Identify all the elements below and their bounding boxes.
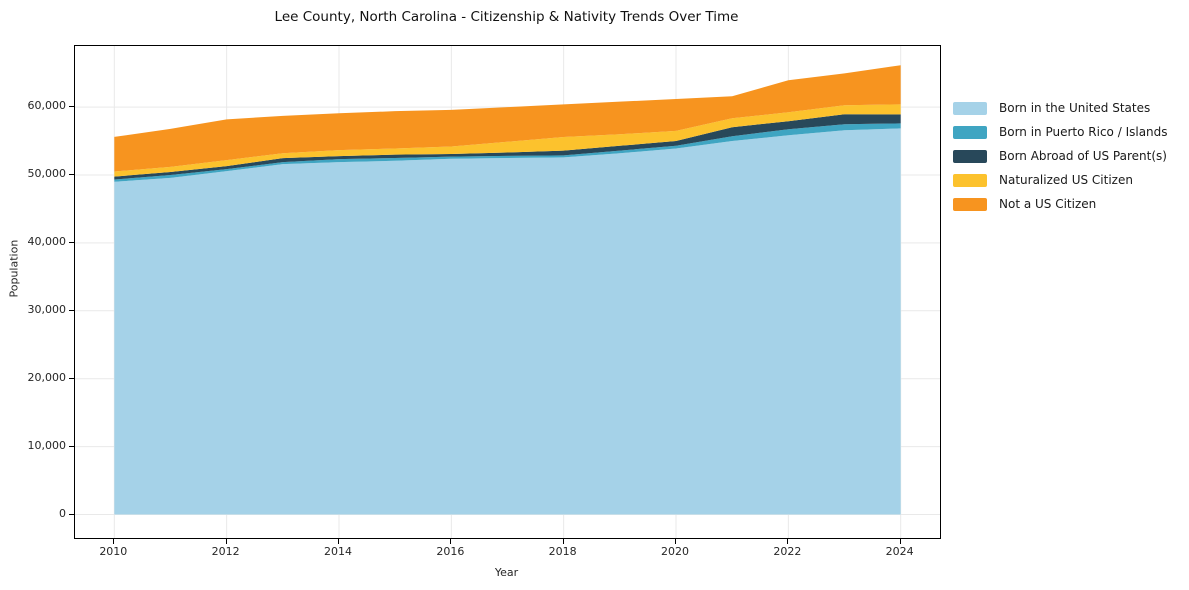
y-tick-mark [69, 309, 74, 311]
x-tick-mark [113, 539, 115, 544]
y-tick-label: 40,000 [27, 234, 67, 248]
x-tick-label: 2012 [211, 545, 240, 558]
y-tick-mark [69, 445, 74, 447]
x-tick-label: 2014 [323, 545, 352, 558]
x-tick-mark [899, 539, 901, 544]
x-tick-label: 2024 [885, 545, 914, 558]
legend-item: Born Abroad of US Parent(s) [953, 150, 1168, 163]
y-axis-title: Population [7, 239, 21, 298]
x-tick-mark [787, 539, 789, 544]
area-series [114, 123, 901, 182]
legend-label: Born in Puerto Rico / Islands [999, 125, 1168, 139]
area-series [114, 65, 901, 172]
y-tick-label: 60,000 [27, 99, 67, 113]
x-tick-label: 2022 [773, 545, 802, 558]
legend-item: Born in the United States [953, 102, 1168, 115]
area-series [114, 104, 901, 177]
x-tick-label: 2016 [436, 545, 465, 558]
legend-label: Born in the United States [999, 101, 1151, 115]
y-tick-label: 30,000 [27, 302, 67, 316]
x-tick-mark [675, 539, 676, 544]
chart-title: Lee County, North Carolina - Citizenship… [274, 9, 739, 25]
x-tick-mark [450, 539, 452, 544]
y-tick-mark [69, 174, 74, 175]
legend-label: Naturalized US Citizen [999, 173, 1133, 187]
legend-label: Born Abroad of US Parent(s) [999, 149, 1167, 163]
area-series [114, 128, 901, 515]
plot-area [74, 45, 941, 539]
x-tick-mark [562, 539, 564, 544]
legend-item: Not a US Citizen [953, 198, 1168, 211]
x-tick-mark [337, 539, 339, 544]
x-tick-mark [225, 539, 227, 544]
y-tick-label: 0 [59, 506, 66, 520]
legend-swatch [953, 174, 987, 187]
y-tick-label: 50,000 [27, 167, 67, 180]
y-tick-label: 10,000 [27, 438, 67, 452]
stacked-area-svg [75, 46, 940, 538]
x-tick-label: 2020 [661, 545, 689, 558]
y-tick-mark [69, 513, 74, 515]
x-tick-label: 2010 [99, 545, 128, 558]
y-tick-mark [69, 377, 74, 379]
y-tick-label: 20,000 [27, 370, 67, 384]
legend-swatch [953, 150, 987, 163]
legend-swatch [953, 126, 987, 139]
y-tick-mark [69, 241, 74, 243]
area-series [114, 114, 901, 180]
x-tick-label: 2018 [548, 545, 577, 558]
y-tick-mark [69, 106, 74, 108]
legend-item: Naturalized US Citizen [953, 174, 1168, 187]
legend-swatch [953, 198, 987, 211]
legend: Born in the United States Born in Puerto … [953, 102, 1168, 211]
legend-item: Born in Puerto Rico / Islands [953, 126, 1168, 139]
legend-label: Not a US Citizen [999, 197, 1097, 211]
legend-swatch [953, 102, 987, 115]
x-axis-title: Year [494, 566, 519, 579]
